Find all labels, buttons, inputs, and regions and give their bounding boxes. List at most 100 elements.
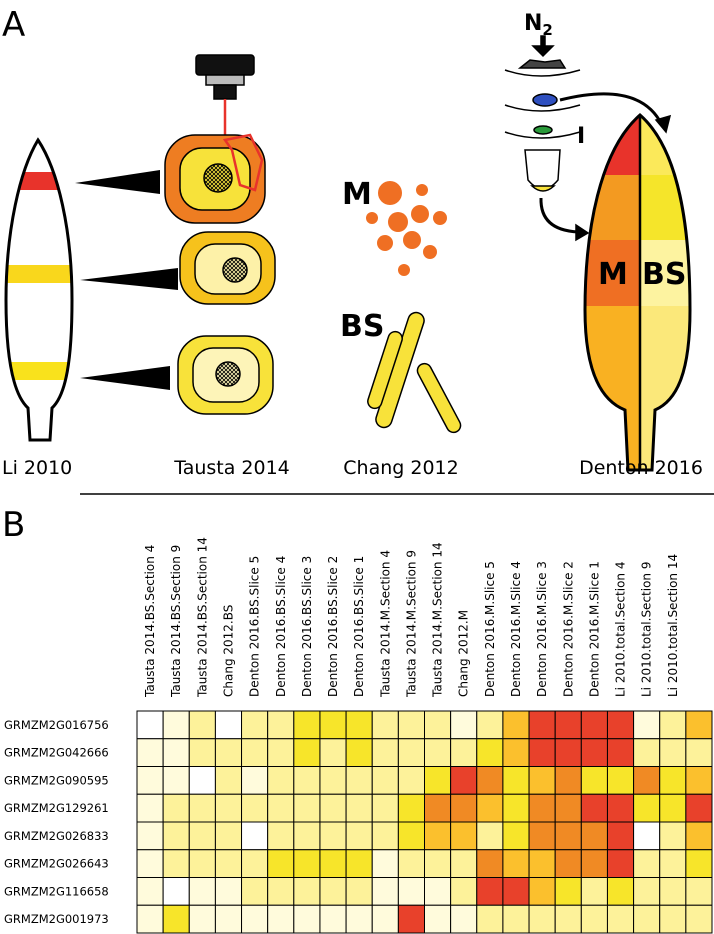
column-label: Tausta 2014.M.Section 9	[404, 550, 418, 698]
heatmap-cell	[293, 904, 321, 934]
heatmap-cell	[214, 849, 243, 878]
heatmap-cell	[241, 738, 269, 767]
heatmap-cell	[580, 849, 608, 878]
heatmap-cell	[188, 821, 216, 851]
heatmap-cell	[580, 877, 608, 906]
heatmap-cell	[345, 793, 373, 823]
heatmap-cell	[606, 877, 635, 906]
chang-bs	[367, 311, 462, 434]
heatmap-cell	[554, 738, 582, 767]
leaf-label: M	[598, 257, 628, 292]
heatmap-cell	[319, 793, 347, 823]
heatmap-cell	[476, 710, 504, 740]
heatmap-cell	[554, 849, 582, 878]
heatmap-cell	[188, 766, 216, 795]
column-label: Tausta 2014.M.Section 4	[378, 550, 392, 698]
heatmap-cell	[188, 849, 216, 878]
heatmap-cell	[136, 738, 164, 767]
heatmap-cell	[136, 766, 164, 795]
column-label: Denton 2016.BS.Slice 5	[248, 556, 262, 697]
heatmap-cell	[267, 766, 295, 795]
heatmap-cell	[424, 710, 452, 740]
heatmap-cell	[371, 766, 399, 795]
heatmap-cell	[685, 710, 713, 740]
heatmap-cell	[685, 849, 713, 878]
heatmap-cell	[267, 793, 295, 823]
heatmap-cell	[267, 710, 295, 740]
heatmap-cell	[450, 904, 478, 934]
heatmap-cell	[502, 904, 530, 934]
heatmap-cell	[214, 710, 243, 740]
study-label: Denton 2016	[579, 457, 703, 479]
heatmap-cell	[162, 766, 190, 795]
column-label: Li 2010.total.Section 14	[666, 554, 680, 697]
heatmap-cell	[397, 710, 426, 740]
heatmap-cell	[136, 793, 164, 823]
heatmap-cell	[633, 821, 661, 851]
chang-cells	[366, 181, 447, 276]
chang-label: BS	[340, 309, 384, 344]
heatmap-cell	[424, 877, 452, 906]
heatmap-cell	[293, 710, 321, 740]
heatmap-cell	[319, 904, 347, 934]
heatmap-cell	[659, 766, 687, 795]
column-label: Denton 2016.M.Slice 2	[561, 561, 575, 697]
row-label: GRMZM2G016756	[4, 718, 109, 732]
heatmap-cell	[580, 793, 608, 823]
heatmap-cell	[267, 904, 295, 934]
heatmap-cell	[659, 793, 687, 823]
heatmap-cell	[685, 904, 713, 934]
heatmap-cell	[659, 904, 687, 934]
row-label: GRMZM2G001973	[4, 912, 109, 926]
heatmap-cell	[450, 821, 478, 851]
heatmap-cell	[606, 793, 635, 823]
heatmap-cell	[293, 877, 321, 906]
heatmap-cell	[450, 793, 478, 823]
heatmap-cell	[267, 821, 295, 851]
heatmap-cell	[397, 766, 426, 795]
column-label: Li 2010.total.Section 4	[614, 562, 628, 697]
heatmap-cell	[267, 849, 295, 878]
denton-leaf	[583, 113, 692, 472]
column-label: Li 2010.total.Section 9	[640, 562, 654, 697]
heatmap-cell	[136, 849, 164, 878]
heatmap-cell	[580, 766, 608, 795]
heatmap-cell	[293, 793, 321, 823]
heatmap-cell	[528, 904, 556, 934]
row-label: GRMZM2G026643	[4, 857, 109, 871]
heatmap-cell	[659, 877, 687, 906]
heatmap-cell	[267, 877, 295, 906]
heatmap-cell	[241, 766, 269, 795]
heatmap-cell	[633, 877, 661, 906]
heatmap-cell	[345, 738, 373, 767]
heatmap-cell	[685, 738, 713, 767]
heatmap-cell	[528, 821, 556, 851]
heatmap-cell	[502, 738, 530, 767]
heatmap-cell	[633, 904, 661, 934]
column-label: Denton 2016.BS.Slice 4	[274, 556, 288, 697]
heatmap-cell	[319, 710, 347, 740]
heatmap-cell	[528, 738, 556, 767]
heatmap-cell	[580, 904, 608, 934]
heatmap-cell	[241, 877, 269, 906]
heatmap-cell	[502, 877, 530, 906]
heatmap-cell	[424, 793, 452, 823]
heatmap-cell	[162, 793, 190, 823]
heatmap-cell	[476, 904, 504, 934]
nitrogen-label: N2	[524, 11, 553, 39]
heatmap-cell	[162, 904, 190, 934]
tausta-sections	[164, 54, 276, 415]
study-label: Tausta 2014	[173, 457, 290, 479]
heatmap-cell	[685, 877, 713, 906]
heatmap-cell	[397, 793, 426, 823]
heatmap-cell	[162, 877, 190, 906]
row-label: GRMZM2G090595	[4, 773, 109, 787]
heatmap-cell	[397, 849, 426, 878]
heatmap-cell	[136, 904, 164, 934]
heatmap-cell	[606, 738, 635, 767]
leaf-label: BS	[642, 257, 686, 292]
heatmap-cell	[371, 904, 399, 934]
heatmap-cell	[162, 821, 190, 851]
heatmap-cell	[241, 793, 269, 823]
heatmap-cell	[633, 738, 661, 767]
